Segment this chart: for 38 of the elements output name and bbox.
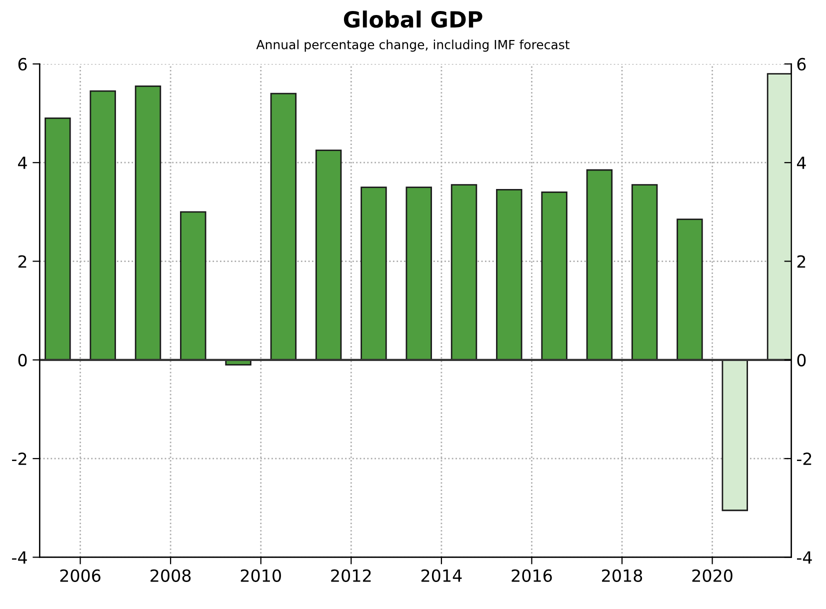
bar bbox=[450, 184, 478, 361]
bar bbox=[722, 359, 748, 512]
x-tick-label: 2016 bbox=[512, 569, 552, 582]
x-tick-label: 2012 bbox=[331, 569, 371, 582]
y2-tick-label: -4 bbox=[796, 551, 812, 564]
x-tick-label: 2014 bbox=[421, 569, 462, 582]
bar bbox=[270, 92, 297, 361]
bar bbox=[586, 169, 613, 361]
y-tick-label: 2 bbox=[18, 255, 26, 268]
y2-tick-label: 4 bbox=[796, 156, 806, 169]
y2-tick-label: 6 bbox=[797, 58, 806, 71]
bar bbox=[676, 218, 703, 361]
y2-tick-label: 0 bbox=[797, 354, 806, 366]
y-tick-label: 6 bbox=[18, 58, 27, 71]
y-tick-label: 4 bbox=[18, 156, 27, 169]
bar bbox=[360, 186, 387, 361]
bar bbox=[496, 189, 522, 361]
x-tick-label: 2010 bbox=[240, 569, 281, 582]
x-tick-label: 2018 bbox=[602, 569, 642, 582]
bar bbox=[631, 184, 658, 361]
y2-tick-label: 2 bbox=[797, 255, 806, 268]
bar bbox=[766, 73, 792, 361]
x-tick-label: 2006 bbox=[60, 569, 100, 582]
bar bbox=[90, 90, 116, 361]
y-tick-label: -2 bbox=[12, 452, 26, 465]
x-tick-label: 2008 bbox=[150, 569, 191, 582]
bar bbox=[406, 186, 432, 361]
bar bbox=[134, 85, 162, 361]
y2-tick-label: -2 bbox=[796, 452, 812, 465]
bar bbox=[541, 192, 568, 361]
bar bbox=[315, 150, 342, 361]
chart-subtitle: Annual percentage change, including IMF forecast bbox=[256, 40, 570, 52]
chart-title: Global GDP bbox=[344, 10, 482, 28]
y-tick-label: -4 bbox=[12, 551, 27, 564]
x-tick-label: 2020 bbox=[692, 569, 732, 582]
y-tick-label: 0 bbox=[18, 354, 27, 366]
bar bbox=[44, 118, 71, 361]
bar bbox=[180, 211, 206, 361]
